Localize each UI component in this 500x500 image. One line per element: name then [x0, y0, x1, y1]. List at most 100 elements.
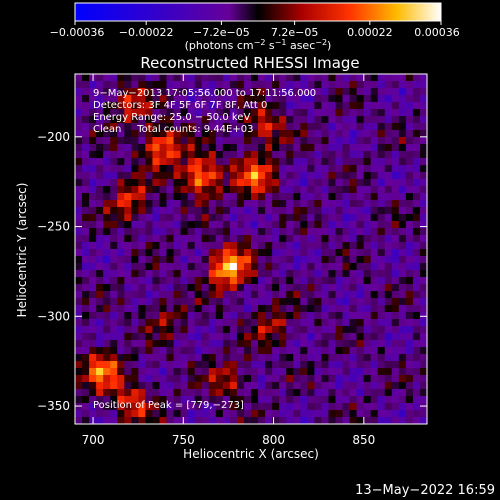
- heatmap-cell: [180, 242, 189, 250]
- y-tick-label: −300: [37, 309, 70, 323]
- heatmap-cell: [110, 137, 118, 145]
- heatmap-cell: [173, 123, 181, 131]
- heatmap-cell: [405, 123, 414, 131]
- heatmap-cell: [412, 340, 421, 348]
- heatmap-cell: [279, 263, 287, 271]
- heatmap-cell: [370, 263, 379, 271]
- heatmap-cell: [279, 368, 287, 376]
- heatmap-cell: [279, 319, 287, 327]
- heatmap-cell: [300, 109, 308, 117]
- plot-frame: [74, 73, 428, 425]
- heatmap-cell: [180, 277, 189, 285]
- heatmap-cell: [138, 242, 146, 250]
- heatmap-cell: [173, 116, 181, 124]
- heatmap-cell: [279, 74, 287, 82]
- heatmap-cell: [405, 74, 414, 82]
- heatmap-cell: [258, 88, 266, 96]
- heatmap-cell: [363, 305, 372, 313]
- heatmap-cell: [96, 193, 104, 201]
- heatmap-cell: [370, 186, 379, 194]
- heatmap-cell: [194, 375, 203, 383]
- heatmap-cell: [159, 130, 167, 138]
- heatmap-cell: [166, 102, 174, 110]
- heatmap-cell: [194, 298, 203, 306]
- heatmap-cell: [412, 417, 421, 425]
- heatmap-cell: [314, 333, 322, 341]
- heatmap-cell: [201, 228, 210, 236]
- heatmap-cell: [75, 158, 83, 166]
- heatmap-cell: [377, 193, 386, 201]
- heatmap-cell: [124, 214, 132, 222]
- heatmap-cell: [138, 326, 146, 334]
- heatmap-cell: [145, 403, 153, 411]
- heatmap-cell: [152, 347, 160, 355]
- heatmap-cell: [251, 137, 259, 145]
- heatmap-cell: [229, 186, 238, 194]
- heatmap-cell: [194, 228, 203, 236]
- heatmap-cell: [419, 270, 428, 278]
- heatmap-cell: [328, 144, 336, 152]
- heatmap-cell: [117, 228, 125, 236]
- heatmap-cell: [307, 179, 315, 187]
- heatmap-cell: [124, 312, 132, 320]
- heatmap-cell: [384, 193, 393, 201]
- colorbar-tick-label: −0.00022: [119, 26, 174, 39]
- heatmap-cell: [166, 179, 174, 187]
- heatmap-cell: [243, 375, 252, 383]
- heatmap-cell: [342, 200, 350, 208]
- heatmap-cell: [391, 235, 400, 243]
- heatmap-cell: [398, 123, 407, 131]
- heatmap-cell: [419, 193, 428, 201]
- heatmap-cell: [258, 284, 266, 292]
- heatmap-cell: [363, 242, 372, 250]
- heatmap-cell: [89, 88, 97, 96]
- heatmap-cell: [258, 333, 266, 341]
- heatmap-cell: [117, 284, 125, 292]
- heatmap-cell: [419, 74, 428, 82]
- colorbar-tick-label: 0.00022: [347, 26, 393, 39]
- heatmap-cell: [307, 221, 315, 229]
- heatmap-cell: [215, 305, 224, 313]
- heatmap-cell: [159, 137, 167, 145]
- heatmap-cell: [272, 193, 280, 201]
- heatmap-cell: [307, 256, 315, 264]
- heatmap-cell: [96, 158, 104, 166]
- heatmap-cell: [412, 256, 421, 264]
- heatmap-cell: [307, 410, 315, 418]
- heatmap-cell: [370, 361, 379, 369]
- heatmap-cell: [286, 151, 294, 159]
- heatmap-cell: [391, 375, 400, 383]
- heatmap-cell: [391, 200, 400, 208]
- heatmap-cell: [300, 305, 308, 313]
- heatmap-cell: [419, 256, 428, 264]
- heatmap-cell: [293, 291, 301, 299]
- heatmap-cell: [229, 207, 238, 215]
- heatmap-cell: [229, 389, 238, 397]
- heatmap-cell: [328, 151, 336, 159]
- heatmap-cell: [103, 214, 111, 222]
- heatmap-cell: [272, 368, 280, 376]
- heatmap-cell: [384, 256, 393, 264]
- heatmap-cell: [208, 410, 217, 418]
- heatmap-cell: [124, 172, 132, 180]
- heatmap-cell: [412, 165, 421, 173]
- heatmap-cell: [236, 312, 245, 320]
- heatmap-cell: [398, 242, 407, 250]
- heatmap-cell: [349, 102, 357, 110]
- heatmap-cell: [272, 389, 280, 397]
- heatmap-cell: [412, 354, 421, 362]
- heatmap-cell: [356, 116, 365, 124]
- heatmap-cell: [194, 263, 203, 271]
- heatmap-cell: [159, 81, 167, 89]
- heatmap-cell: [328, 368, 336, 376]
- heatmap-cell: [314, 389, 322, 397]
- heatmap-cell: [251, 88, 259, 96]
- heatmap-cell: [307, 326, 315, 334]
- heatmap-cell: [279, 235, 287, 243]
- heatmap-cell: [124, 333, 132, 341]
- heatmap-cell: [159, 228, 167, 236]
- heatmap-cell: [293, 151, 301, 159]
- heatmap-cell: [272, 417, 280, 425]
- heatmap-cell: [321, 312, 329, 320]
- heatmap-cell: [173, 347, 181, 355]
